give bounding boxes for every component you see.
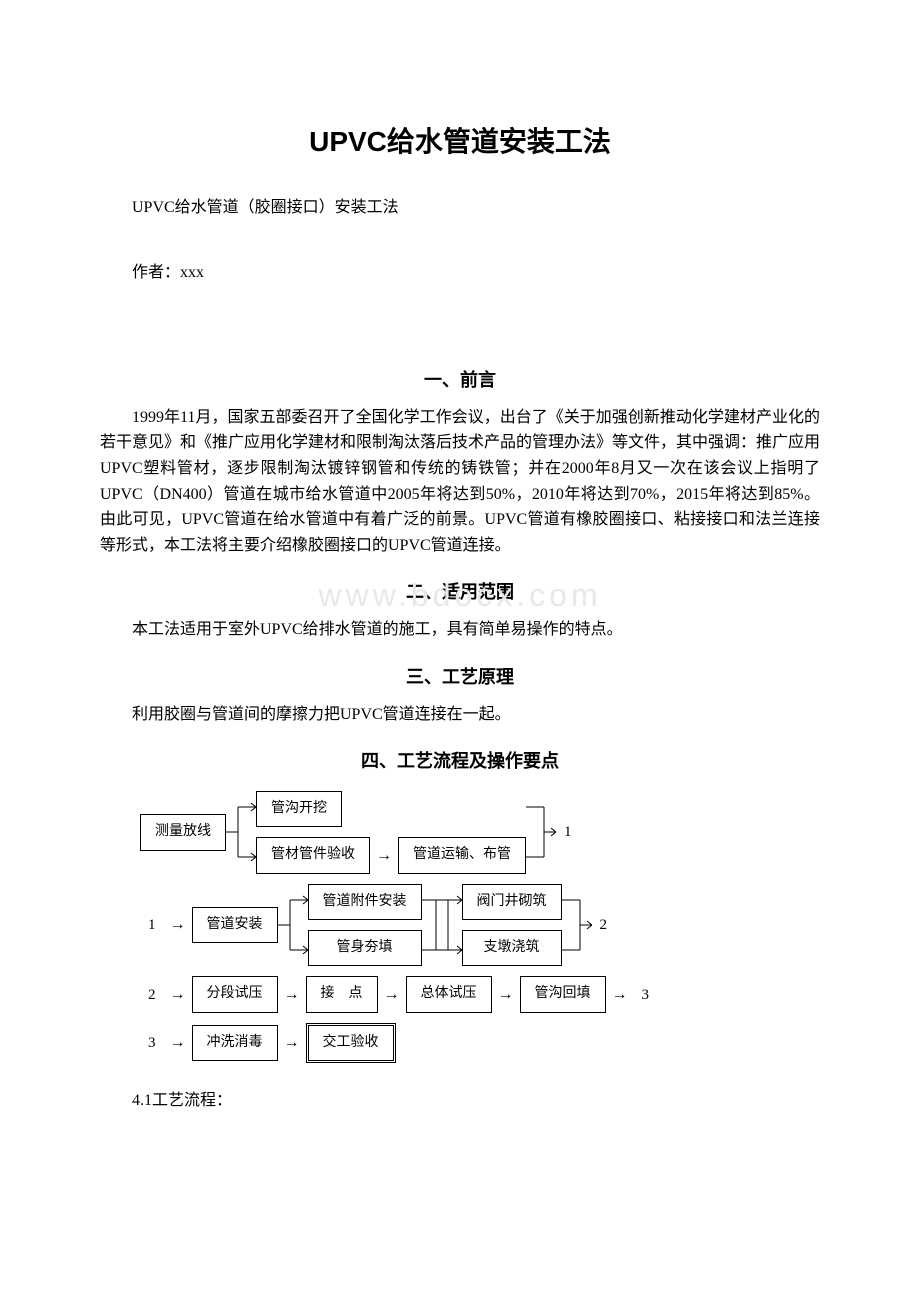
arrow-icon: → [284,1035,300,1051]
heading-principle: 三、工艺原理 [100,663,820,692]
process-footer: 4.1工艺流程： [100,1088,820,1114]
flow-box-install: 管道安装 [192,907,278,943]
heading-process: 四、工艺流程及操作要点 [100,747,820,776]
flow-box-inspect: 管材管件验收 [256,837,370,873]
scope-body: 本工法适用于室外UPVC给排水管道的施工，具有简单易操作的特点。 [100,617,820,643]
connector-merge-icon [526,797,556,867]
flow-label-2: 2 [600,913,608,937]
flow-label-3: 3 [642,983,650,1007]
arrow-icon: → [170,1035,186,1051]
flow-box-survey: 测量放线 [140,814,226,850]
flow-label-2b: 2 [148,983,156,1007]
flow-box-trench: 管沟开挖 [256,791,342,827]
flow-box-overall-test: 总体试压 [406,976,492,1012]
flow-box-transport: 管道运输、布管 [398,837,526,873]
arrow-icon: → [612,987,628,1003]
flow-box-section-test: 分段试压 [192,976,278,1012]
connector-merge-icon [562,890,592,960]
preface-body: 1999年11月，国家五部委召开了全国化学工作会议，出台了《关于加强创新推动化学… [100,405,820,559]
arrow-icon: → [376,848,392,864]
connector-split-icon [278,890,308,960]
arrow-icon: → [498,987,514,1003]
heading-preface: 一、前言 [100,366,820,395]
flowchart: 测量放线 管沟开挖 管材管件验收 → 管道运输、布管 1 [140,791,820,1063]
flow-label-1: 1 [564,820,572,844]
subtitle: UPVC给水管道（胶圈接口）安装工法 [100,195,820,221]
page-title: UPVC给水管道安装工法 [100,120,820,165]
flow-box-pier: 支墩浇筑 [462,930,562,966]
connector-cross-icon [422,890,462,960]
flow-box-flush: 冲洗消毒 [192,1025,278,1061]
flow-box-fittings: 管道附件安装 [308,884,422,920]
flow-box-joint: 接 点 [306,976,378,1012]
connector-split-icon [226,797,256,867]
arrow-icon: → [170,917,186,933]
principle-body: 利用胶圈与管道间的摩擦力把UPVC管道连接在一起。 [100,702,820,728]
flow-box-valve-well: 阀门井砌筑 [462,884,562,920]
author-line: 作者：xxx [100,260,820,286]
flow-box-backfill: 管沟回填 [520,976,606,1012]
flow-box-acceptance: 交工验收 [306,1023,396,1063]
flow-row-1: 测量放线 管沟开挖 管材管件验收 → 管道运输、布管 1 [140,791,820,874]
flow-label-1b: 1 [148,913,156,937]
heading-scope: 二、适用范围 [100,578,820,607]
arrow-icon: → [384,987,400,1003]
arrow-icon: → [284,987,300,1003]
flow-row-4: 3 → 冲洗消毒 → 交工验收 [140,1023,820,1063]
flow-row-2: 1 → 管道安装 管道附件安装 管身夯填 阀门井砌筑 支墩浇筑 [140,884,820,967]
flow-label-3b: 3 [148,1031,156,1055]
arrow-icon: → [170,987,186,1003]
flow-row-3: 2 → 分段试压 → 接 点 → 总体试压 → 管沟回填 → 3 [140,976,820,1012]
flow-box-tamp: 管身夯填 [308,930,422,966]
